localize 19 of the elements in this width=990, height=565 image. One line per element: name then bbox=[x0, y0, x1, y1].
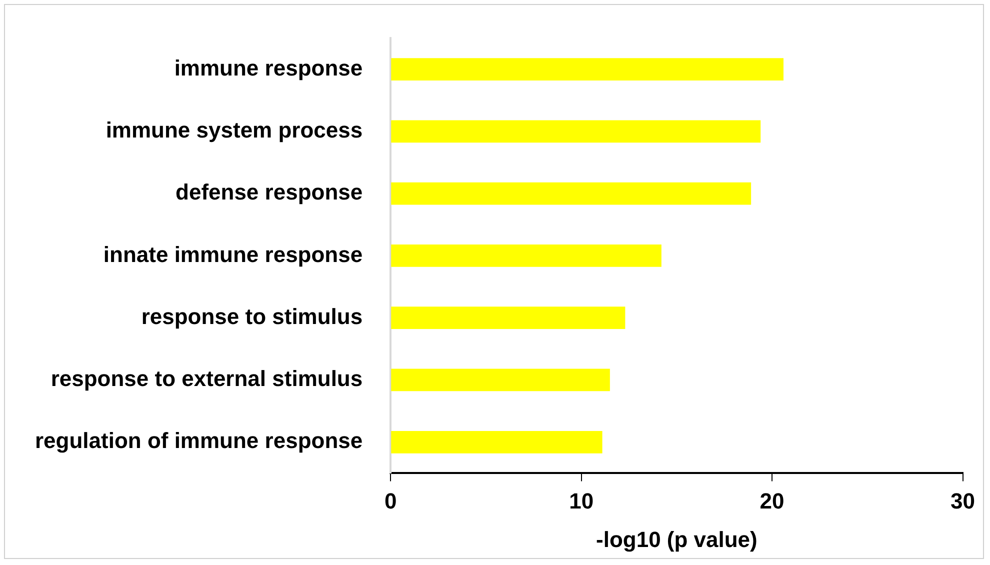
bar bbox=[391, 58, 784, 80]
bar bbox=[391, 368, 610, 392]
x-tick-label: 20 bbox=[760, 488, 784, 514]
y-tick-label: immune response bbox=[174, 55, 363, 80]
x-tick-label: 0 bbox=[384, 488, 397, 514]
x-tick-label: 10 bbox=[569, 488, 594, 514]
bar bbox=[391, 430, 602, 454]
bar bbox=[391, 120, 761, 143]
y-tick-label: regulation of immune response bbox=[34, 428, 363, 454]
y-tick-label: immune system process bbox=[106, 117, 363, 142]
y-tick-label: response to stimulus bbox=[141, 304, 363, 329]
y-tick-label: defense response bbox=[176, 180, 363, 205]
y-tick-label: innate immune response bbox=[103, 242, 363, 267]
bar bbox=[391, 306, 626, 330]
x-tick-label: 30 bbox=[950, 488, 976, 514]
x-axis-title: -log10 (p value) bbox=[596, 526, 758, 552]
bar bbox=[391, 182, 752, 205]
bar bbox=[391, 244, 662, 267]
y-tick-label: response to external stimulus bbox=[50, 366, 363, 392]
